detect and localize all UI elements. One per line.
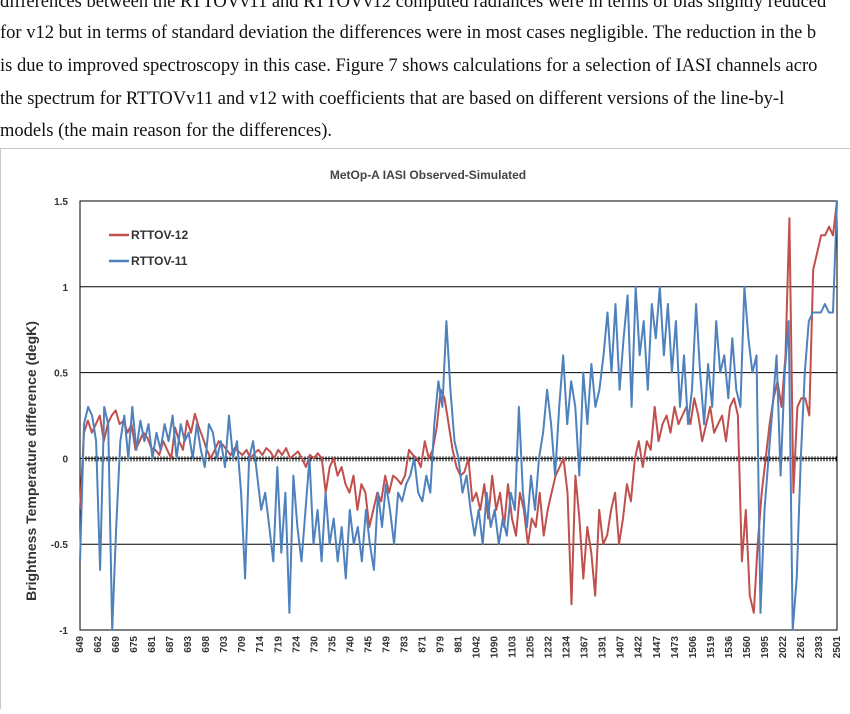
y-tick-label: -1: [59, 626, 68, 637]
x-tick-label: 693: [183, 636, 194, 653]
y-tick-label: -0.5: [51, 540, 69, 551]
y-tick-label: 0: [62, 454, 68, 465]
x-tick-label: 735: [327, 636, 338, 653]
x-tick-label: 1391: [598, 636, 609, 659]
x-tick-label: 649: [75, 636, 86, 653]
x-tick-label: 1473: [670, 636, 681, 659]
x-tick-label: 1103: [508, 636, 519, 658]
x-tick-label: 783: [399, 636, 410, 653]
x-tick-label: 1560: [742, 636, 753, 659]
x-tick-label: 1232: [544, 636, 555, 659]
x-tick-label: 1519: [706, 636, 717, 659]
paragraph-line: is due to improved spectroscopy in this …: [0, 56, 818, 76]
legend-label: RTTOV-11: [131, 254, 188, 268]
x-tick-label: 2022: [778, 636, 789, 659]
x-tick-label: 2261: [796, 636, 807, 659]
x-tick-label: 681: [147, 636, 158, 653]
x-tick-label: 2393: [814, 636, 825, 659]
series-lines: [79, 200, 838, 631]
x-tick-label: 1090: [490, 636, 501, 659]
x-tick-label: 740: [345, 636, 356, 653]
x-tick-label: 1506: [688, 636, 699, 659]
line-chart: MetOp-A IASI Observed-Simulated Brightne…: [23, 168, 843, 659]
paragraph-line: differences between the RTTOVv11 and RTT…: [0, 0, 827, 12]
y-tick-label: 0.5: [54, 369, 68, 380]
x-tick-label: 662: [93, 636, 104, 653]
x-tick-label: 719: [273, 636, 284, 653]
x-tick-label: 724: [291, 636, 302, 653]
x-tick-label: 1205: [526, 636, 537, 659]
legend-label: RTTOV-12: [131, 228, 188, 242]
x-tick-label: 1995: [760, 636, 771, 659]
paragraph-line: the spectrum for RTTOVv11 and v12 with c…: [0, 89, 785, 109]
series-line-rttov-12: [79, 200, 838, 614]
x-tick-label: 979: [435, 636, 446, 653]
x-tick-label: 730: [309, 636, 320, 653]
x-tick-label: 749: [381, 636, 392, 653]
x-tick-label: 1234: [562, 636, 573, 659]
plot-area: [79, 200, 838, 631]
chart-title: MetOp-A IASI Observed-Simulated: [330, 168, 526, 182]
x-tick-label: 1367: [580, 636, 591, 659]
figure-frame: MetOp-A IASI Observed-Simulated Brightne…: [0, 148, 850, 709]
x-tick-label: 1536: [724, 636, 735, 659]
x-tick-label: 981: [454, 636, 465, 653]
x-tick-label: 675: [129, 636, 140, 653]
legend: RTTOV-12 RTTOV-11: [109, 228, 188, 268]
y-axis-label: Brightness Temperature difference (degK): [23, 321, 39, 601]
y-axis-ticks: 1.5 1 0.5 0 -0.5 -1: [51, 197, 69, 637]
x-tick-label: 1042: [472, 636, 483, 659]
x-tick-label: 871: [417, 636, 428, 653]
x-tick-label: 714: [255, 636, 266, 653]
series-line-rttov-11: [79, 200, 838, 631]
paragraph-line: models (the main reason for the differen…: [0, 121, 333, 141]
x-tick-label: 698: [201, 636, 212, 653]
y-tick-label: 1: [62, 283, 68, 294]
grid: [79, 200, 838, 631]
x-tick-label: 1422: [634, 636, 645, 659]
x-tick-label: 745: [363, 636, 374, 653]
x-tick-label: 687: [165, 636, 176, 653]
paragraph-line: for v12 but in terms of standard deviati…: [0, 23, 817, 43]
x-axis-ticks: 649 662 669 675 681 687 693 698 703 709 714 719 724 7…: [75, 636, 843, 659]
x-tick-label: 2501: [832, 636, 843, 659]
x-tick-label: 703: [219, 636, 230, 653]
x-tick-label: 709: [237, 636, 248, 653]
x-tick-label: 1407: [616, 636, 627, 659]
x-tick-label: 669: [111, 636, 122, 653]
x-tick-label: 1447: [652, 636, 663, 659]
y-tick-label: 1.5: [54, 197, 68, 208]
